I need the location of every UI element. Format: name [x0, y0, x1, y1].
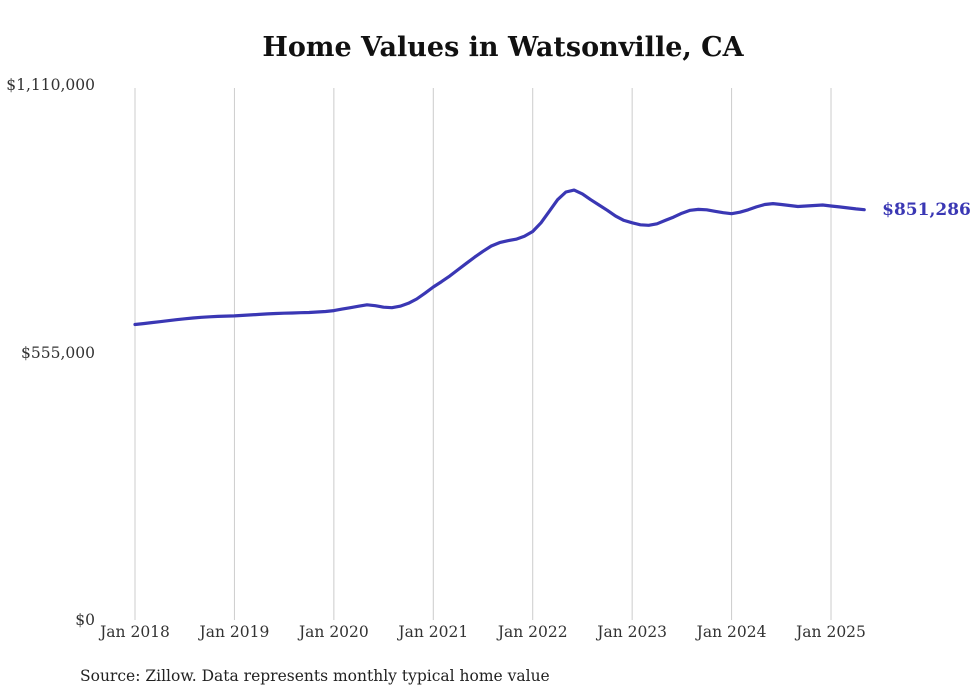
- current-value-label: $851,286: [882, 199, 971, 220]
- x-axis-tick-label: Jan 2020: [298, 623, 369, 641]
- x-axis-tick-label: Jan 2022: [497, 623, 568, 641]
- x-axis-tick-label: Jan 2024: [696, 623, 767, 641]
- x-axis-tick-label: Jan 2018: [100, 623, 170, 641]
- x-axis-tick-label: Jan 2025: [796, 623, 866, 641]
- y-axis-tick-label: $1,110,000: [6, 76, 95, 94]
- source-note: Source: Zillow. Data represents monthly …: [80, 667, 550, 685]
- home-value-line: [133, 188, 866, 327]
- x-axis-tick-label: Jan 2019: [199, 623, 270, 641]
- chart-title: Home Values in Watsonville, CA: [262, 32, 744, 63]
- x-axis-tick-label: Jan 2021: [398, 623, 469, 641]
- y-axis-tick-label: $0: [75, 611, 95, 629]
- y-axis-tick-label: $555,000: [21, 343, 95, 362]
- x-axis-tick-label: Jan 2023: [597, 623, 668, 641]
